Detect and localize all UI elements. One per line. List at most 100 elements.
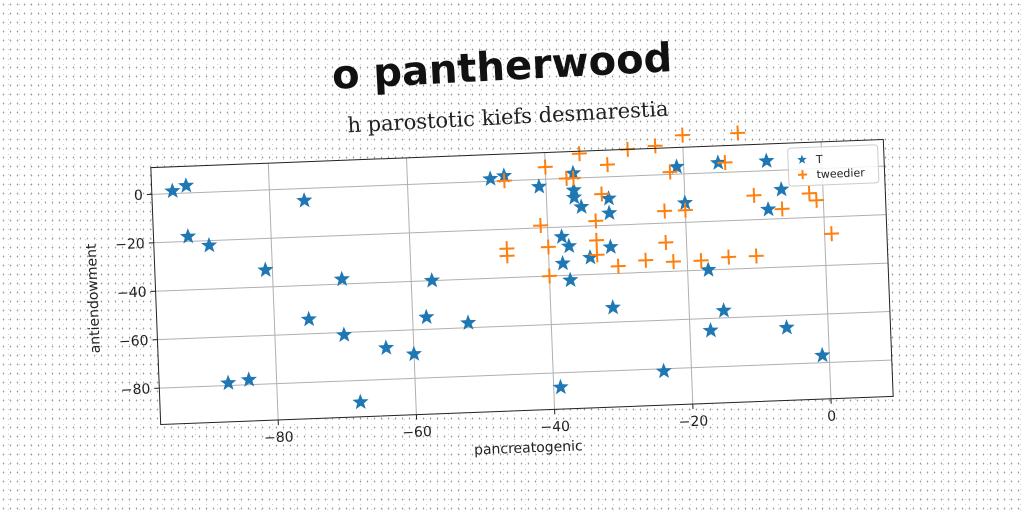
data-point [177, 177, 195, 193]
data-point [562, 271, 579, 288]
data-point [537, 159, 553, 175]
y-tick-label: −20 [115, 236, 145, 253]
data-point [773, 181, 790, 197]
data-point [220, 374, 237, 391]
y-gridline [151, 165, 885, 195]
data-point [662, 164, 678, 180]
x-axis-label: pancreatogenic [474, 438, 583, 458]
data-point [677, 202, 693, 218]
data-point [540, 239, 556, 255]
data-point [668, 158, 685, 174]
data-point [418, 308, 435, 325]
x-gridline [406, 157, 417, 415]
data-point [352, 393, 369, 410]
plot-background [150, 139, 894, 425]
data-point [565, 189, 583, 205]
legend-marker [798, 170, 808, 180]
data-point [530, 178, 548, 194]
data-point [602, 238, 619, 255]
data-point [554, 254, 571, 271]
data-point [541, 268, 557, 284]
data-point [335, 326, 353, 342]
data-point [571, 146, 587, 162]
x-tick-label: −80 [264, 429, 294, 446]
y-tick-label: −80 [121, 381, 151, 398]
data-point [604, 299, 621, 315]
data-point [552, 378, 569, 395]
data-point [573, 198, 590, 214]
series-tweedier [496, 125, 840, 284]
x-tick-label: −40 [540, 419, 570, 436]
data-point [655, 362, 672, 379]
data-point [594, 186, 610, 202]
y-tick-label: −60 [119, 333, 149, 350]
data-point [693, 253, 709, 269]
data-point [647, 138, 663, 154]
data-point [201, 236, 218, 253]
y-gridline [153, 214, 887, 244]
x-tick-label: −60 [402, 424, 432, 441]
chart-title: o pantherwood [331, 35, 673, 99]
y-tick-label: 0 [134, 188, 144, 204]
data-point [665, 254, 681, 270]
data-point [300, 310, 317, 327]
data-point [676, 194, 694, 211]
data-point [700, 261, 717, 278]
data-point [240, 371, 257, 387]
data-point [296, 192, 313, 208]
data-point [423, 272, 440, 288]
data-point [610, 258, 626, 274]
legend-marker [797, 154, 807, 164]
data-point [565, 170, 581, 186]
data-point [638, 252, 654, 268]
y-tick-label: −40 [117, 285, 147, 302]
x-gridline [682, 147, 694, 405]
plot-frame [150, 139, 894, 425]
chart-subtitle: h parostotic kiefs desmarestia [347, 97, 669, 138]
data-point [801, 185, 817, 201]
data-point [599, 157, 615, 173]
legend-box [787, 144, 880, 187]
data-point [721, 249, 737, 265]
data-point [482, 170, 499, 186]
data-point [758, 152, 775, 169]
data-point [588, 213, 604, 229]
data-point [748, 248, 764, 264]
data-point [774, 201, 790, 217]
x-tick-label: −20 [678, 413, 708, 430]
data-point [499, 241, 515, 257]
plot-area: −80 −60 −40 −20 0 −80 −60 −40 −20 0 pancreatogenic… [84, 125, 894, 458]
data-point [460, 314, 477, 330]
data-point [600, 190, 617, 206]
data-point [405, 345, 423, 362]
data-point [824, 226, 840, 242]
data-point [702, 322, 719, 338]
data-point [164, 182, 181, 199]
data-point [560, 237, 578, 254]
data-point [601, 204, 618, 221]
x-gridline [267, 163, 279, 420]
data-point [582, 249, 599, 265]
y-axis-label: antiendowment [84, 243, 104, 354]
y-gridline [157, 311, 890, 341]
data-point [553, 228, 570, 244]
data-point [657, 203, 673, 219]
x-tick-label: 0 [827, 409, 837, 425]
data-point [377, 339, 395, 355]
data-point [588, 232, 605, 248]
data-point [717, 155, 733, 171]
data-point [730, 125, 746, 141]
y-gridline [155, 262, 889, 292]
data-point [333, 270, 350, 287]
data-point [674, 127, 690, 143]
data-point [715, 302, 732, 318]
data-point [496, 173, 512, 189]
legend-label: T [815, 153, 823, 166]
data-point [746, 187, 762, 203]
data-point [808, 192, 824, 208]
data-point [760, 200, 777, 217]
data-point [658, 234, 674, 251]
series-T [164, 152, 831, 410]
